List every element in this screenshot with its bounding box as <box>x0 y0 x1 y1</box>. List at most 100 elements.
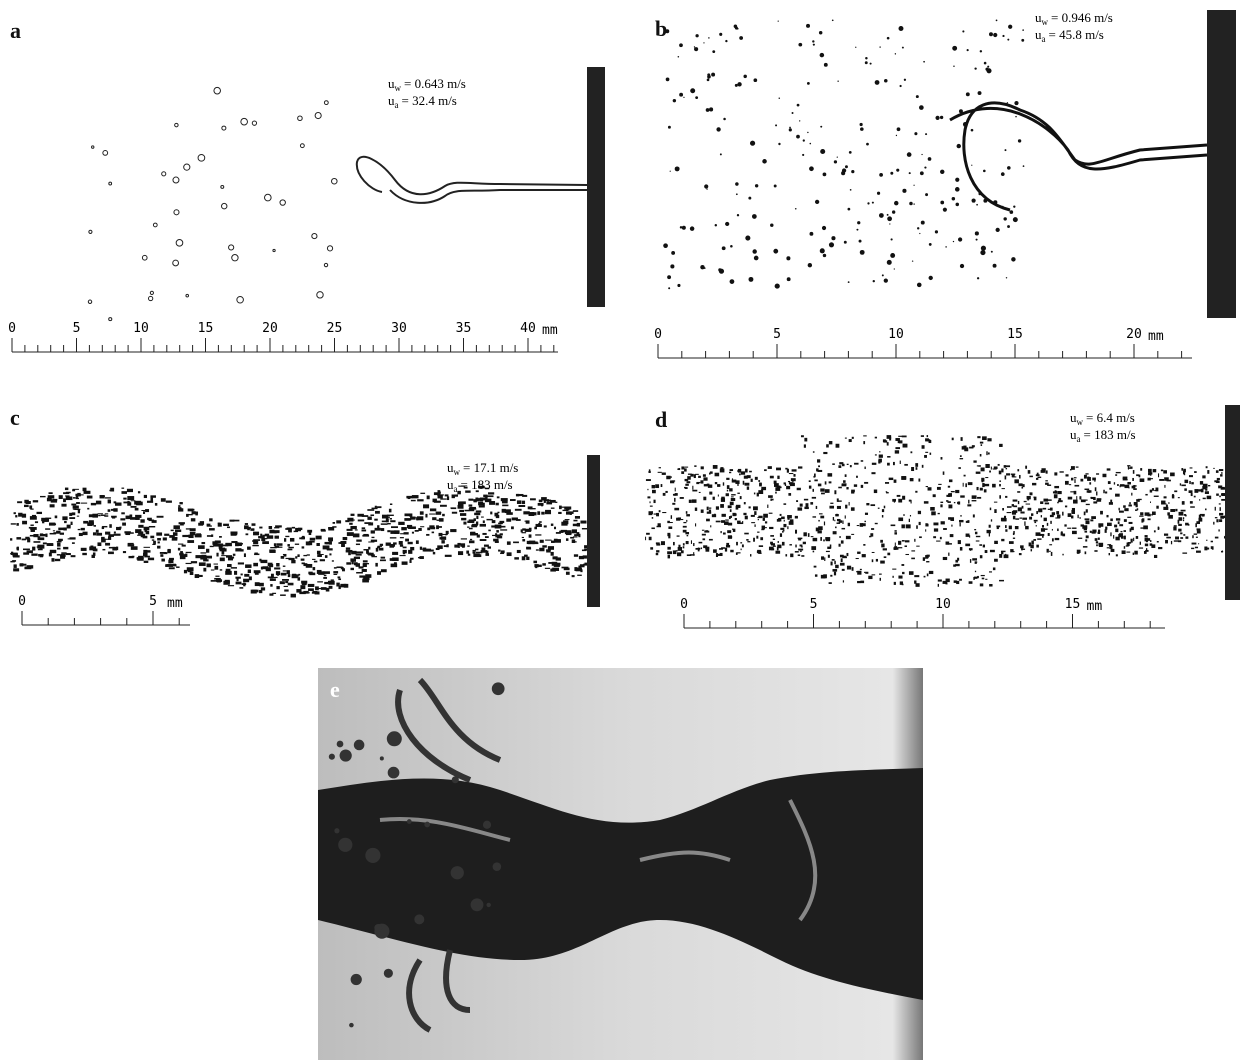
spray <box>748 506 751 509</box>
spray <box>398 541 403 545</box>
spray <box>1057 528 1059 532</box>
spray <box>83 520 89 524</box>
spray <box>446 496 450 501</box>
spray <box>259 582 264 587</box>
spray <box>783 523 787 528</box>
spray <box>1040 470 1046 473</box>
spray <box>1171 494 1175 497</box>
spray <box>1097 531 1101 534</box>
spray <box>431 531 435 534</box>
spray <box>1140 527 1145 529</box>
spray <box>1163 533 1169 536</box>
spray <box>802 541 806 545</box>
droplet <box>979 50 983 53</box>
spray <box>535 534 542 536</box>
spray <box>750 554 752 557</box>
spray <box>1001 550 1004 555</box>
spray <box>939 536 942 540</box>
spray <box>419 511 424 515</box>
spray <box>1038 508 1043 513</box>
spray <box>1006 473 1011 476</box>
spray <box>522 528 526 531</box>
spray <box>1120 535 1124 539</box>
spray <box>768 495 773 498</box>
spray <box>543 499 546 503</box>
spray <box>1029 475 1033 478</box>
spray <box>996 525 1001 528</box>
spray <box>915 490 918 493</box>
spray <box>740 548 742 551</box>
spray <box>216 552 219 557</box>
spray <box>308 540 315 543</box>
spray <box>545 509 551 513</box>
spray <box>693 543 695 547</box>
spray <box>283 553 287 557</box>
spray <box>1149 543 1153 546</box>
droplet <box>976 277 980 280</box>
spray <box>351 550 357 555</box>
droplet <box>913 203 915 205</box>
spray <box>955 489 960 494</box>
spray <box>720 498 726 502</box>
droplet <box>921 153 923 156</box>
spray <box>214 577 221 580</box>
spray <box>1070 466 1075 470</box>
spray <box>405 538 409 542</box>
droplet <box>942 207 947 212</box>
droplet <box>889 223 891 225</box>
spray <box>910 451 913 454</box>
spray <box>61 552 67 554</box>
spray <box>883 556 887 559</box>
spray <box>657 523 661 527</box>
spray <box>1073 477 1077 479</box>
spray <box>874 436 878 439</box>
spray <box>10 560 15 563</box>
droplet <box>712 50 716 54</box>
droplet <box>796 103 800 107</box>
spray <box>96 532 103 536</box>
spray <box>367 552 374 555</box>
spray <box>287 544 290 547</box>
spray <box>565 532 572 536</box>
spray <box>866 502 870 506</box>
spray <box>672 550 677 555</box>
spray <box>213 543 220 547</box>
spray <box>645 536 647 541</box>
spray <box>830 561 833 566</box>
droplet <box>689 226 695 231</box>
droplet <box>762 159 767 164</box>
symbol: u <box>1070 427 1077 442</box>
spray <box>178 508 184 512</box>
spray <box>1077 537 1083 539</box>
spray <box>318 571 325 575</box>
spray <box>543 525 547 528</box>
spray <box>419 556 424 560</box>
spray <box>276 563 280 567</box>
droplet <box>736 27 739 30</box>
spray <box>138 555 144 560</box>
spray <box>911 550 916 552</box>
spray <box>575 567 582 572</box>
droplet <box>297 115 303 122</box>
spray <box>209 545 214 548</box>
spray <box>1085 539 1088 542</box>
spray <box>834 490 837 495</box>
droplet <box>406 819 412 824</box>
spray <box>392 557 399 562</box>
spray <box>370 539 378 542</box>
spray <box>684 468 687 472</box>
spray <box>877 507 880 509</box>
droplet <box>841 171 846 176</box>
spray <box>967 520 970 523</box>
spray <box>162 537 167 541</box>
spray <box>535 523 542 527</box>
spray <box>1050 551 1053 556</box>
spray <box>757 517 762 519</box>
spray <box>561 566 569 569</box>
spray <box>786 485 791 490</box>
spray <box>1156 541 1159 543</box>
spray <box>244 573 250 577</box>
spray <box>653 499 656 504</box>
spray <box>1080 524 1084 527</box>
spray <box>252 589 259 593</box>
